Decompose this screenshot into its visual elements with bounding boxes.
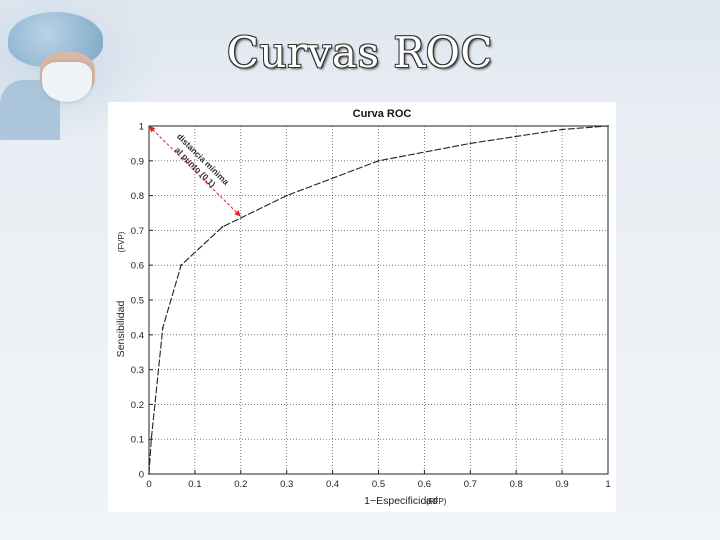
y-tick-label: 0.8	[131, 191, 144, 202]
roc-curve-point	[180, 264, 183, 267]
y-tick-label: 0	[139, 470, 144, 481]
x-tick-label: 0.5	[372, 479, 385, 490]
x-tick-label: 0.2	[234, 479, 247, 490]
slide-title: Curvas ROC	[226, 28, 494, 77]
roc-curve-line	[148, 125, 609, 475]
y-tick-label: 0.6	[131, 261, 144, 272]
x-tick-label: 0.3	[280, 479, 293, 490]
x-tick-label: 0.7	[464, 479, 477, 490]
roc-curve-point	[285, 194, 288, 197]
x-tick-label: 0.6	[418, 479, 431, 490]
x-tick-label: 0.8	[510, 479, 523, 490]
roc-curve-point	[221, 226, 224, 228]
roc-curve-point	[161, 326, 164, 329]
y-tick-label: 0.5	[131, 296, 144, 307]
y-axis-label-note: (FVP)	[117, 231, 126, 252]
chart-series	[148, 125, 609, 475]
roc-chart-svg: Curva ROC 0 0.1 0.2 0.3 0.4 0.5 0.6 0.7 0.8 0.9 1 0…	[115, 108, 611, 507]
y-tick-label: 0.4	[131, 330, 144, 341]
chart-title: Curva ROC	[353, 108, 412, 120]
roc-curve-point	[150, 438, 153, 441]
y-tick-label: 0.3	[131, 365, 144, 376]
x-tick-label: 0	[146, 479, 151, 490]
roc-chart: Curva ROC 0 0.1 0.2 0.3 0.4 0.5 0.6 0.7 0.8 0.9 1 0…	[108, 102, 616, 512]
roc-curve-point	[377, 159, 380, 162]
chart-grid	[149, 126, 608, 474]
x-tick-label: 1	[605, 479, 610, 490]
x-tick-label: 0.9	[555, 479, 568, 490]
y-tick-label: 0.2	[131, 400, 144, 411]
x-tick-label: 0.1	[188, 479, 201, 490]
y-axis-label: Sensibilidad	[115, 301, 127, 358]
min-distance-line	[148, 125, 242, 217]
y-tick-label: 0.7	[131, 226, 144, 237]
y-tick-label: 0.9	[131, 156, 144, 167]
roc-curve-point	[561, 128, 563, 131]
x-tick-label: 0.4	[326, 479, 339, 490]
min-distance-arrowtail	[149, 126, 156, 133]
roc-curve-point	[469, 142, 472, 145]
y-tick-label: 1	[139, 122, 144, 133]
min-distance-arrowhead	[234, 210, 241, 217]
x-axis-label-note: (FFP)	[426, 497, 447, 506]
surgeon-mask-image	[42, 62, 92, 102]
y-tick-label: 0.1	[131, 435, 144, 446]
roc-curve-point	[607, 125, 609, 127]
roc-curve-point	[148, 473, 150, 475]
x-axis-label: 1−Especificidad	[364, 495, 438, 507]
